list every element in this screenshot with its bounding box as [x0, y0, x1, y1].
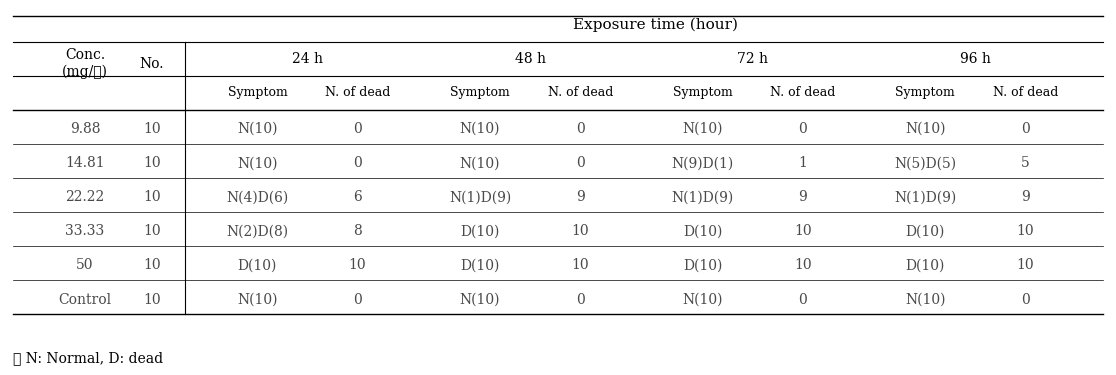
Text: N(4)D(6): N(4)D(6) — [227, 190, 289, 204]
Text: 9: 9 — [1021, 190, 1030, 204]
Text: 9: 9 — [799, 190, 807, 204]
Text: 10: 10 — [143, 224, 161, 238]
Text: N. of dead: N. of dead — [993, 86, 1058, 99]
Text: 72 h: 72 h — [738, 52, 768, 66]
Text: 10: 10 — [143, 190, 161, 204]
Text: N(10): N(10) — [683, 122, 723, 136]
Text: 10: 10 — [795, 258, 811, 273]
Text: D(10): D(10) — [461, 224, 500, 238]
Text: Symptom: Symptom — [450, 86, 510, 99]
Text: 10: 10 — [795, 224, 811, 238]
Text: N. of dead: N. of dead — [548, 86, 613, 99]
Text: 10: 10 — [143, 292, 161, 307]
Text: D(10): D(10) — [683, 258, 722, 273]
Text: N. of dead: N. of dead — [325, 86, 391, 99]
Text: 24 h: 24 h — [292, 52, 323, 66]
Text: 9.88: 9.88 — [69, 122, 100, 136]
Text: 10: 10 — [1017, 224, 1035, 238]
Text: 0: 0 — [799, 292, 807, 307]
Text: N(10): N(10) — [238, 156, 278, 170]
Text: 14.81: 14.81 — [65, 156, 105, 170]
Text: 0: 0 — [354, 292, 362, 307]
Text: N(9)D(1): N(9)D(1) — [672, 156, 734, 170]
Text: 8: 8 — [354, 224, 362, 238]
Text: 10: 10 — [571, 224, 589, 238]
Text: 0: 0 — [576, 122, 585, 136]
Text: No.: No. — [140, 57, 164, 70]
Text: 96 h: 96 h — [960, 52, 991, 66]
Text: 50: 50 — [76, 258, 94, 273]
Text: 0: 0 — [576, 292, 585, 307]
Text: D(10): D(10) — [683, 224, 722, 238]
Text: 6: 6 — [354, 190, 362, 204]
Text: 0: 0 — [799, 122, 807, 136]
Text: N(10): N(10) — [460, 156, 500, 170]
Text: N(2)D(8): N(2)D(8) — [227, 224, 289, 238]
Text: 0: 0 — [576, 156, 585, 170]
Text: N(10): N(10) — [683, 292, 723, 307]
Text: 10: 10 — [143, 258, 161, 273]
Text: N(10): N(10) — [238, 292, 278, 307]
Text: Symptom: Symptom — [228, 86, 287, 99]
Text: 10: 10 — [1017, 258, 1035, 273]
Text: 0: 0 — [1021, 292, 1030, 307]
Text: D(10): D(10) — [238, 258, 277, 273]
Text: 5: 5 — [1021, 156, 1030, 170]
Text: Exposure time (hour): Exposure time (hour) — [573, 17, 738, 32]
Text: 10: 10 — [143, 156, 161, 170]
Text: 0: 0 — [1021, 122, 1030, 136]
Text: D(10): D(10) — [461, 258, 500, 273]
Text: 10: 10 — [571, 258, 589, 273]
Text: N(10): N(10) — [905, 122, 945, 136]
Text: D(10): D(10) — [906, 224, 945, 238]
Text: Symptom: Symptom — [895, 86, 955, 99]
Text: N(10): N(10) — [238, 122, 278, 136]
Text: N(10): N(10) — [905, 292, 945, 307]
Text: 0: 0 — [354, 156, 362, 170]
Text: 48 h: 48 h — [514, 52, 546, 66]
Text: 1: 1 — [798, 156, 807, 170]
Text: N(10): N(10) — [460, 292, 500, 307]
Text: 22.22: 22.22 — [65, 190, 105, 204]
Text: Control: Control — [58, 292, 112, 307]
Text: Symptom: Symptom — [673, 86, 732, 99]
Text: Conc.
(mg/ℓ): Conc. (mg/ℓ) — [61, 48, 108, 79]
Text: D(10): D(10) — [906, 258, 945, 273]
Text: 10: 10 — [349, 258, 366, 273]
Text: ※ N: Normal, D: dead: ※ N: Normal, D: dead — [12, 351, 163, 365]
Text: 9: 9 — [576, 190, 585, 204]
Text: 10: 10 — [143, 122, 161, 136]
Text: N(1)D(9): N(1)D(9) — [894, 190, 956, 204]
Text: N(5)D(5): N(5)D(5) — [894, 156, 956, 170]
Text: 33.33: 33.33 — [65, 224, 105, 238]
Text: N(10): N(10) — [460, 122, 500, 136]
Text: 0: 0 — [354, 122, 362, 136]
Text: N. of dead: N. of dead — [770, 86, 836, 99]
Text: N(1)D(9): N(1)D(9) — [672, 190, 734, 204]
Text: N(1)D(9): N(1)D(9) — [449, 190, 511, 204]
